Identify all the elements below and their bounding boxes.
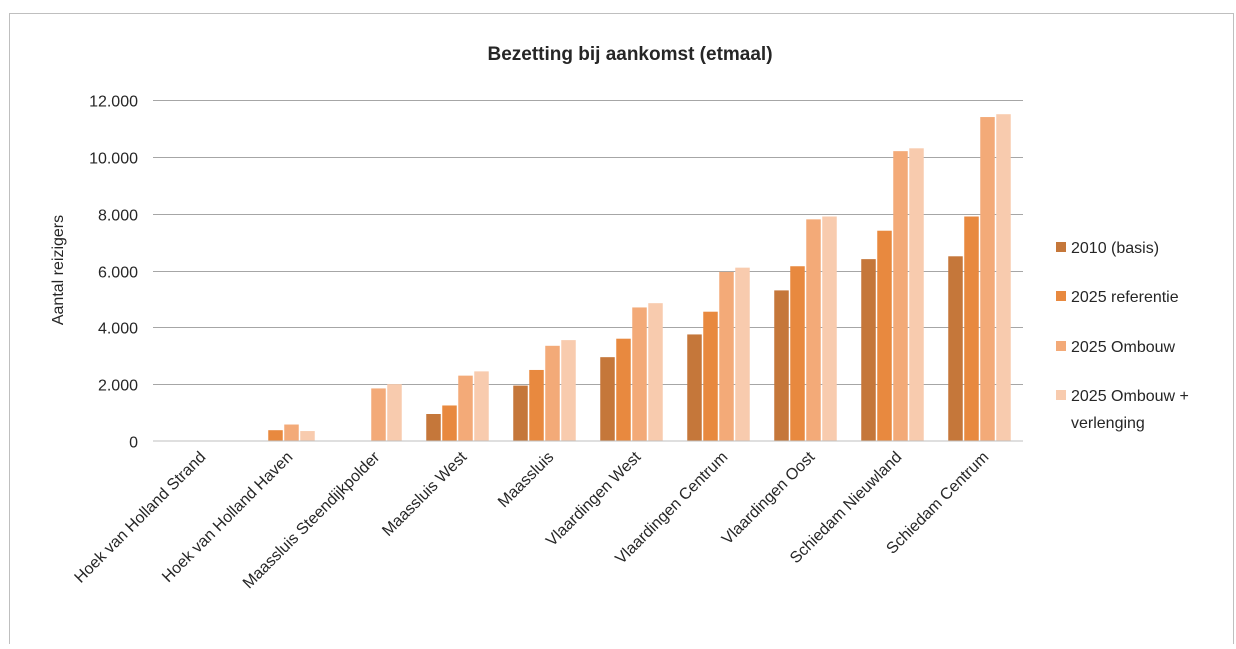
y-tick-label: 12.000	[89, 94, 138, 111]
legend-label: verlenging	[1071, 415, 1145, 432]
bar	[893, 151, 908, 441]
y-tick-label: 2.000	[98, 378, 138, 395]
bar	[426, 414, 441, 441]
bar	[703, 311, 718, 441]
bar	[513, 385, 528, 441]
bar	[687, 334, 702, 441]
y-tick-label: 0	[129, 435, 138, 452]
legend-label: 2010 (basis)	[1071, 240, 1159, 257]
legend-swatch	[1056, 341, 1066, 351]
bar	[996, 114, 1011, 441]
y-tick-label: 8.000	[98, 208, 138, 225]
bar	[980, 117, 995, 442]
bar	[387, 384, 402, 441]
bar	[822, 216, 837, 441]
gridlines	[153, 100, 1023, 385]
chart-title: Bezetting bij aankomst (etmaal)	[487, 44, 772, 65]
bar	[371, 388, 386, 441]
bar	[474, 371, 489, 441]
y-tick-label: 4.000	[98, 321, 138, 338]
y-tick-label: 6.000	[98, 265, 138, 282]
legend: 2010 (basis) 2025 referentie 2025 Ombouw 20…	[1056, 240, 1189, 432]
bar	[458, 375, 473, 441]
bar	[719, 271, 734, 441]
bar	[648, 303, 663, 441]
legend-label: 2025 Ombouw +	[1071, 388, 1189, 405]
y-axis-label: Aantal reizigers	[50, 215, 67, 325]
y-tick-label: 10.000	[89, 151, 138, 168]
bar	[561, 340, 576, 441]
legend-swatch	[1056, 390, 1066, 400]
bar	[616, 338, 631, 441]
legend-swatch	[1056, 242, 1066, 252]
bar	[545, 345, 560, 441]
bar	[877, 230, 892, 441]
legend-label: 2025 referentie	[1071, 289, 1179, 306]
bar	[284, 424, 299, 441]
bar	[964, 216, 979, 441]
bar	[529, 369, 544, 441]
bar	[268, 430, 283, 441]
bar	[790, 266, 805, 441]
bar	[735, 267, 750, 441]
bar	[442, 405, 457, 441]
legend-label: 2025 Ombouw	[1071, 339, 1176, 356]
bars	[268, 114, 1011, 442]
bar	[300, 431, 315, 441]
bar	[774, 290, 789, 441]
bar	[632, 307, 647, 441]
legend-swatch	[1056, 291, 1066, 301]
bar	[948, 256, 963, 441]
bar	[861, 259, 876, 441]
bar	[909, 148, 924, 441]
bar	[600, 357, 615, 441]
bar	[806, 219, 821, 441]
chart-border	[9, 13, 1234, 649]
y-axis-ticks: 0 2.000 4.000 6.000 8.000 10.000 12.000	[89, 94, 138, 452]
